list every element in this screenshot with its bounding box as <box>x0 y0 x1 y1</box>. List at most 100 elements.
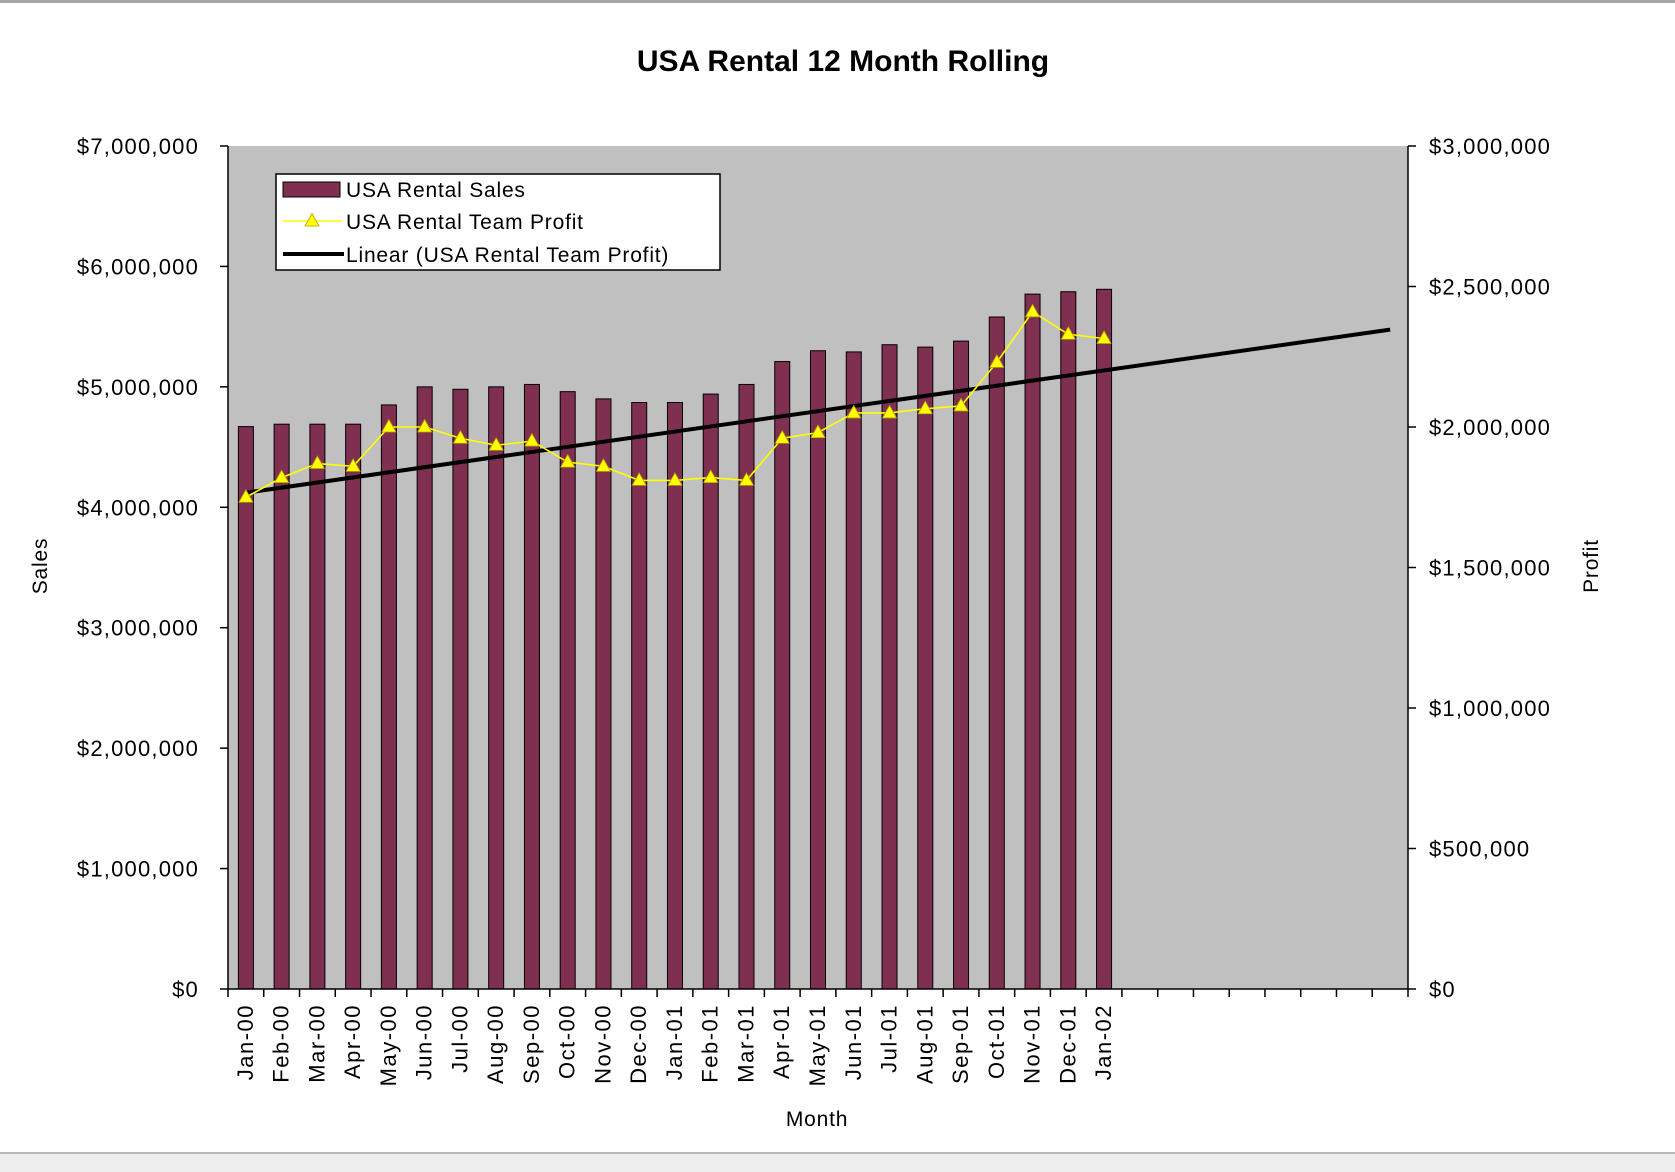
profit-marker-feb-00 <box>273 469 290 483</box>
profit-marker-dec-01 <box>1060 325 1076 340</box>
y-left-tick-label: $4,000,000 <box>77 495 199 520</box>
sales-bar-jun-01 <box>845 351 862 990</box>
sales-bar-aug-00 <box>488 386 505 990</box>
y-right-tick-label: $3,000,000 <box>1429 134 1551 159</box>
y-left-tick-label: $1,000,000 <box>77 857 199 882</box>
profit-marker-jan-01 <box>667 472 683 486</box>
profit-marker-mar-00 <box>309 455 326 469</box>
x-tick-label: Jun-01 <box>841 1004 866 1080</box>
x-tick-label: Sep-01 <box>948 1004 973 1084</box>
x-tick-label: Mar-01 <box>733 1004 758 1083</box>
y-right-tick-label: $1,000,000 <box>1429 696 1551 721</box>
x-tick-label: Jan-00 <box>233 1004 258 1080</box>
profit-marker-may-01 <box>810 424 826 439</box>
x-tick-label: Jul-00 <box>447 1004 472 1073</box>
y-left-tick-label: $0 <box>172 977 199 1002</box>
y-right-tick-label: $1,500,000 <box>1429 556 1551 581</box>
sales-bar-feb-01 <box>702 393 719 990</box>
profit-marker-jul-00 <box>452 429 469 444</box>
sales-bar-feb-00 <box>273 423 290 990</box>
sales-bar-nov-01 <box>1024 293 1041 990</box>
x-tick-label: May-01 <box>805 1004 830 1086</box>
x-tick-label: Apr-01 <box>769 1004 794 1079</box>
legend-label-profit: USA Rental Team Profit <box>346 211 584 234</box>
y-left-tick-label: $7,000,000 <box>77 134 199 159</box>
legend: USA Rental Sales USA Rental Team Profit … <box>275 173 721 271</box>
profit-marker-mar-01 <box>738 472 755 486</box>
profit-marker-oct-01 <box>989 354 1005 368</box>
profit-marker-jun-01 <box>846 404 862 419</box>
x-tick-label: Aug-00 <box>483 1004 508 1084</box>
profit-marker-feb-01 <box>703 469 719 483</box>
sales-bar-may-00 <box>380 404 397 990</box>
sales-bar-apr-01 <box>774 361 791 990</box>
x-tick-label: Feb-01 <box>698 1004 723 1083</box>
sales-bar-oct-00 <box>559 391 576 990</box>
legend-label-sales: USA Rental Sales <box>346 179 526 202</box>
profit-marker-jul-01 <box>881 404 898 419</box>
profit-marker-sep-00 <box>524 432 540 447</box>
x-tick-label: Nov-00 <box>590 1004 615 1084</box>
legend-swatch-profit-marker <box>304 212 320 227</box>
legend-swatch-sales <box>282 181 341 198</box>
x-tick-label: May-00 <box>376 1004 401 1086</box>
x-tick-label: Jul-01 <box>877 1004 902 1073</box>
x-tick-label: Sep-00 <box>519 1004 544 1084</box>
profit-marker-dec-00 <box>631 472 647 486</box>
sales-bar-oct-01 <box>988 316 1005 990</box>
sales-bar-jun-00 <box>416 386 433 990</box>
x-tick-label: Dec-01 <box>1055 1004 1080 1084</box>
sales-bar-mar-00 <box>309 423 326 990</box>
profit-marker-apr-01 <box>774 429 790 444</box>
y-right-tick-label: $2,500,000 <box>1429 275 1551 300</box>
sales-bar-aug-01 <box>917 346 934 990</box>
y-left-tick-labels: $0 $1,000,000 $2,000,000 $3,000,000 $4,000,0… <box>77 134 199 1002</box>
profit-marker-aug-00 <box>488 436 504 451</box>
axes <box>220 145 1416 997</box>
x-tick-label: Oct-01 <box>984 1004 1009 1079</box>
x-tick-label: Mar-00 <box>304 1004 329 1083</box>
profit-marker-nov-01 <box>1024 303 1041 318</box>
sales-bar-jan-01 <box>666 402 683 990</box>
x-tick-label: Jan-02 <box>1091 1004 1116 1080</box>
y-left-tick-label: $5,000,000 <box>77 375 199 400</box>
sales-bar-dec-00 <box>631 402 648 990</box>
x-tick-label: Jun-00 <box>412 1004 437 1080</box>
y-right-axis-title: Profit <box>1580 539 1603 593</box>
profit-marker-may-00 <box>381 418 397 433</box>
y-left-tick-label: $3,000,000 <box>77 616 199 641</box>
chart-title: USA Rental 12 Month Rolling <box>637 45 1049 78</box>
profit-trendline <box>245 327 1391 495</box>
sales-bar-jul-01 <box>881 344 898 990</box>
x-tick-label: Apr-00 <box>340 1004 365 1079</box>
profit-marker-sep-01 <box>953 397 969 412</box>
sales-bar-jan-00 <box>237 426 254 990</box>
profit-marker-jan-02 <box>1096 330 1112 344</box>
x-tick-label: Oct-00 <box>555 1004 580 1079</box>
y-right-tick-labels: $0 $500,000 $1,000,000 $1,500,000 $2,000,000… <box>1429 134 1551 1002</box>
y-left-tick-label: $6,000,000 <box>77 254 199 279</box>
sales-bar-jul-00 <box>452 388 469 990</box>
sales-bars <box>237 288 1113 990</box>
sales-bar-dec-01 <box>1060 291 1077 990</box>
x-tick-label: Jan-01 <box>662 1004 687 1080</box>
profit-marker-apr-00 <box>345 458 361 472</box>
sales-bar-apr-00 <box>345 423 362 990</box>
profit-marker-aug-01 <box>917 400 933 415</box>
sales-bar-sep-01 <box>953 340 970 990</box>
x-tick-labels: Jan-00 Feb-00 Mar-00 Apr-00 May-00 Jun-00 Jul-… <box>233 1004 1116 1086</box>
profit-marker-jun-00 <box>416 418 433 433</box>
x-tick-label: Aug-01 <box>912 1004 937 1084</box>
profit-marker-oct-00 <box>560 453 576 468</box>
y-left-tick-label: $2,000,000 <box>77 736 199 761</box>
profit-marker-jan-00 <box>238 488 254 503</box>
profit-series <box>238 303 1112 503</box>
legend-box <box>275 173 721 271</box>
x-tick-label: Dec-00 <box>626 1004 651 1084</box>
y-right-tick-label: $0 <box>1429 977 1456 1002</box>
x-tick-label: Feb-00 <box>269 1004 294 1083</box>
y-right-tick-label: $2,000,000 <box>1429 415 1551 440</box>
y-right-tick-label: $500,000 <box>1429 837 1530 862</box>
y-left-axis-title: Sales <box>29 538 52 595</box>
